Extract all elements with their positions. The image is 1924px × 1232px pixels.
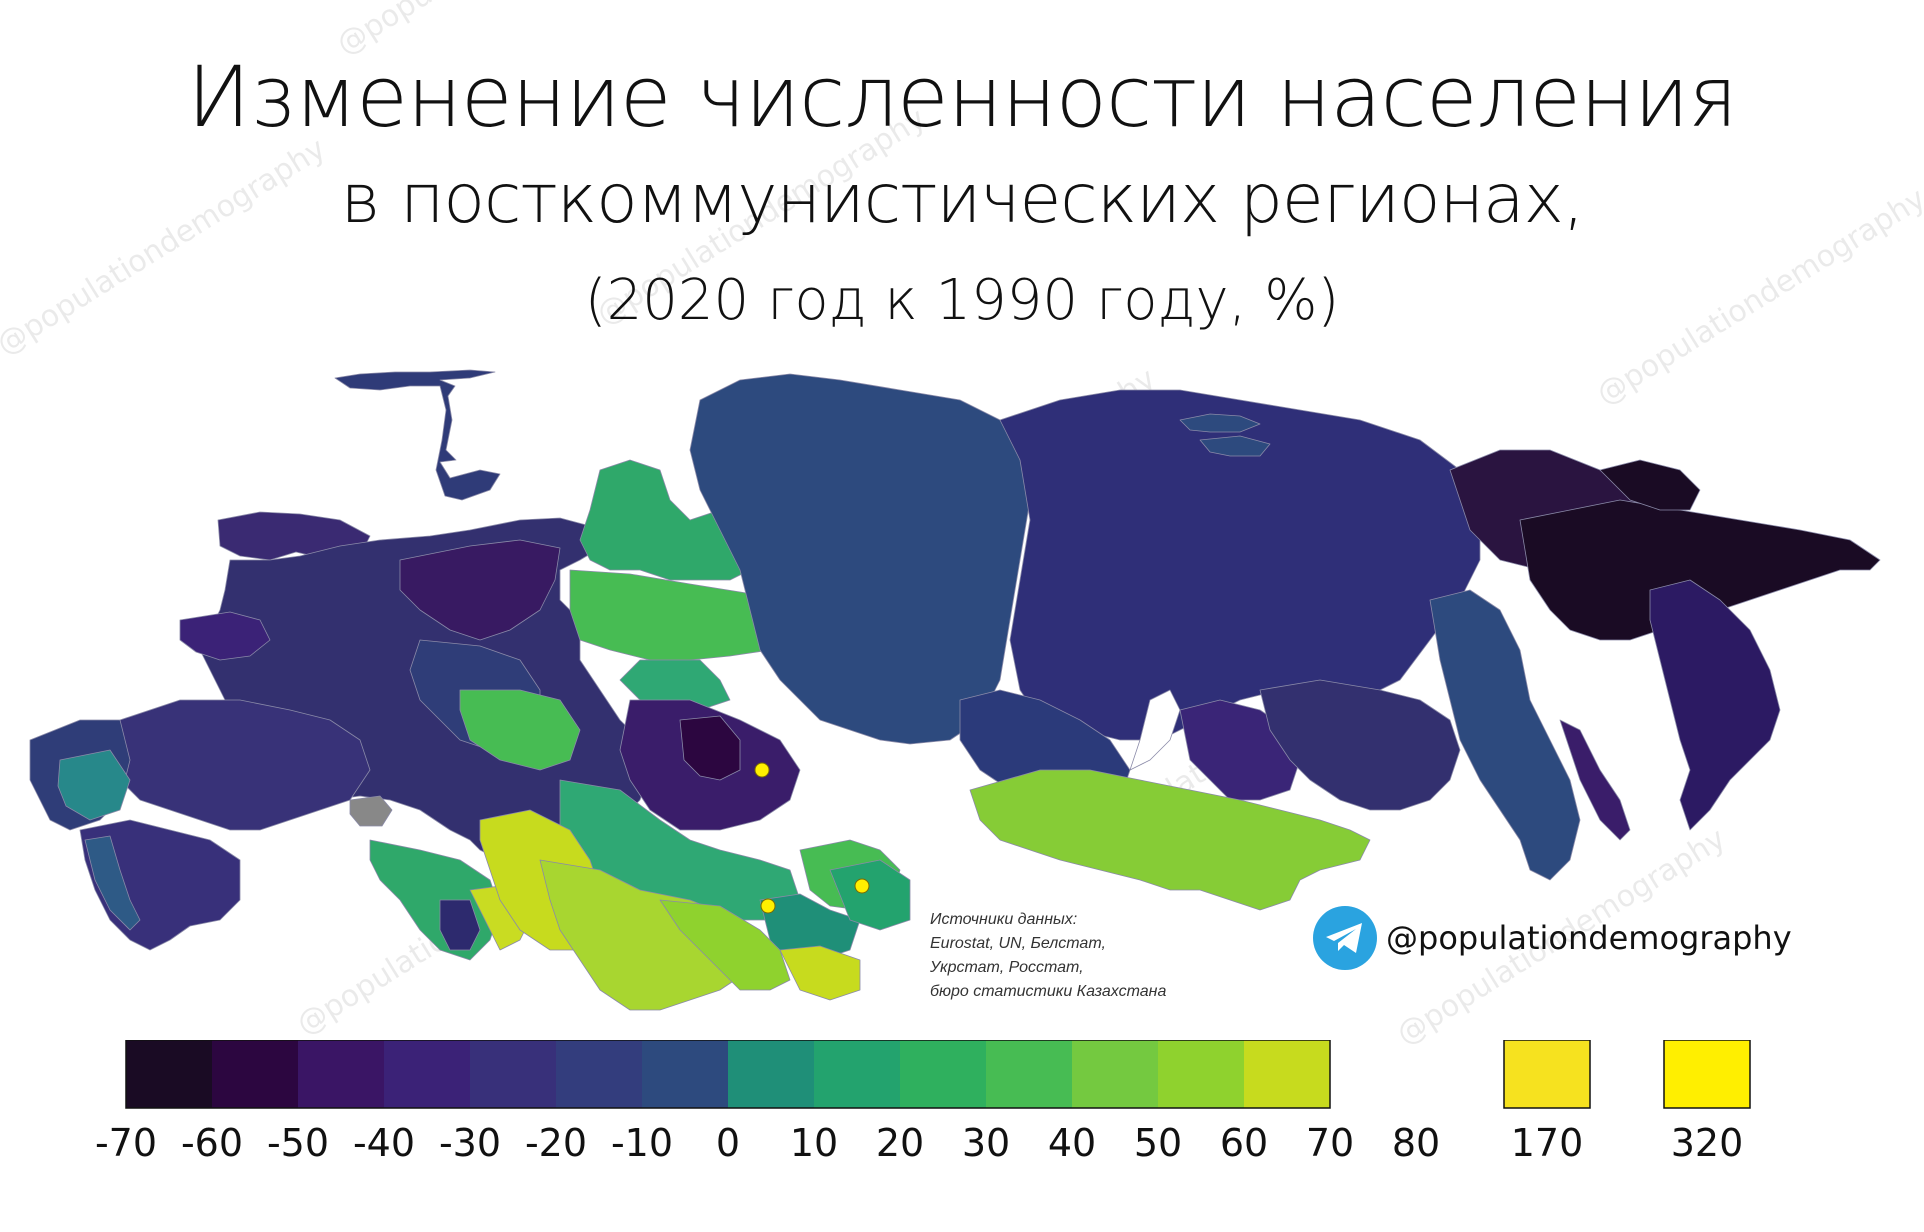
region-kyrgyz-east	[829, 859, 911, 931]
legend-tick-label: 20	[876, 1121, 924, 1165]
legend-tick-label: -50	[267, 1121, 329, 1165]
title-line-2: в посткоммунистических регионах,	[340, 160, 1585, 239]
legend-tick-label: 10	[790, 1121, 838, 1165]
legend-swatch	[900, 1040, 986, 1108]
legend-tick-label: -20	[525, 1121, 587, 1165]
sources-line: Укрстат, Росстат,	[930, 959, 1084, 976]
legend-swatch	[728, 1040, 814, 1108]
telegram-icon[interactable]	[1312, 905, 1378, 971]
data-sources: Источники данных: Eurostat, UN, Белстат,…	[930, 908, 1166, 1004]
city-dot	[760, 898, 776, 914]
legend-swatch	[1072, 1040, 1158, 1108]
region-khabarovsk	[1429, 589, 1581, 881]
region-severnaya-zemlya	[1179, 413, 1261, 433]
region-georgia-armenia	[439, 899, 481, 951]
region-mongolia	[969, 769, 1371, 911]
region-no-data	[349, 795, 393, 827]
region-sakhalin	[1559, 719, 1631, 841]
region-new-siberian	[1199, 435, 1271, 457]
brand: @populationdemography	[1312, 905, 1792, 971]
choropleth-map	[29, 369, 1881, 1011]
region-amur	[1259, 679, 1461, 811]
legend-swatch	[1158, 1040, 1244, 1108]
region-uzbekistan-east	[659, 899, 791, 991]
city-dot	[854, 878, 870, 894]
sources-line: бюро статистики Казахстана	[930, 983, 1167, 1000]
region-tajikistan-south	[779, 945, 861, 1001]
legend-swatch	[1244, 1040, 1330, 1108]
color-legend: -70 -60 -50 -40 -30 -20 -10 0 10 20 30 40 50 60 70 80 1…	[95, 1040, 1751, 1165]
region-baltics	[179, 611, 271, 661]
region-novaya-zemlya	[334, 369, 501, 501]
region-balkans-west	[84, 835, 141, 931]
title-line-1: Изменение численности населения	[187, 48, 1738, 146]
region-uzbekistan	[539, 859, 761, 1011]
region-yamal	[579, 459, 761, 581]
legend-extra-label: 170	[1511, 1121, 1584, 1165]
region-chukotka-tip	[1599, 459, 1701, 511]
legend-tick-label: -30	[439, 1121, 501, 1165]
legend-swatch	[556, 1040, 642, 1108]
channel-handle[interactable]: @populationdemography	[1386, 919, 1792, 957]
legend-swatch	[384, 1040, 470, 1108]
legend-swatch	[212, 1040, 298, 1108]
legend-tick-label: 40	[1048, 1121, 1096, 1165]
region-chukotka	[1519, 499, 1881, 641]
legend-frame	[125, 1040, 1331, 1109]
legend-swatch	[126, 1040, 212, 1108]
region-krasnoyarsk	[689, 373, 1031, 745]
title-line-3: (2020 год к 1990 году, %)	[584, 268, 1340, 333]
legend-tick-label: -60	[181, 1121, 243, 1165]
region-kamchatka	[1649, 579, 1781, 831]
region-central-dark	[399, 539, 561, 641]
region-tajikistan	[759, 893, 861, 961]
region-kazakhstan-dark	[679, 715, 741, 781]
sources-heading: Источники данных:	[930, 911, 1078, 928]
legend-tick-label: 70	[1306, 1121, 1354, 1165]
region-north-ural	[459, 689, 581, 771]
legend-tick-label: 80	[1392, 1121, 1440, 1165]
sources-line: Eurostat, UN, Белстат,	[930, 935, 1106, 952]
legend-swatch	[298, 1040, 384, 1108]
legend-tick-label: 50	[1134, 1121, 1182, 1165]
legend-swatch	[986, 1040, 1072, 1108]
legend-extra-swatch	[1663, 1040, 1751, 1109]
legend-swatch	[470, 1040, 556, 1108]
region-baikal	[1129, 689, 1181, 771]
region-ukraine	[109, 699, 371, 831]
legend-swatch	[814, 1040, 900, 1108]
legend-swatch	[642, 1040, 728, 1108]
legend-extra-label: 320	[1671, 1121, 1744, 1165]
legend-tick-label: 30	[962, 1121, 1010, 1165]
legend-tick-label: -70	[95, 1121, 157, 1165]
legend-tick-label: 0	[716, 1121, 740, 1165]
city-dot	[754, 762, 770, 778]
legend-extra-swatch	[1503, 1040, 1591, 1109]
legend-tick-label: -10	[611, 1121, 673, 1165]
legend-tick-label: -40	[353, 1121, 415, 1165]
legend-tick-label: 60	[1220, 1121, 1268, 1165]
region-germany-east	[57, 749, 131, 821]
